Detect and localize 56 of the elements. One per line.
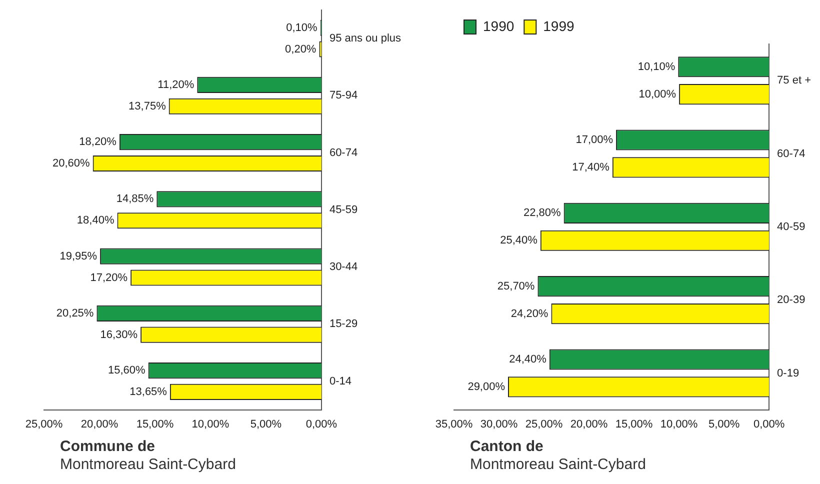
x-tick-label: 10,00% [192,418,230,430]
y-tick-label: 60-74 [329,146,358,159]
data-label: 19,95% [60,250,98,262]
y-tick-label: 15-29 [329,318,358,330]
x-tick-label: 5,00% [250,418,282,430]
legend-label: 1999 [543,18,575,34]
data-label: 17,00% [576,134,614,146]
x-tick-label: 25,00% [25,418,63,430]
data-label: 20,25% [56,307,94,320]
data-label: 15,60% [108,364,146,377]
data-label: 11,20% [158,78,194,91]
y-tick-label: 75-94 [329,90,358,102]
data-label: 25,70% [497,280,535,292]
y-tick-label: 0-19 [777,367,800,380]
x-tick-label: 15,00% [615,418,653,430]
data-label: 18,20% [79,136,117,148]
y-tick-label: 75 et + [777,74,812,87]
data-label: 24,40% [509,354,547,366]
data-label: 25,40% [500,234,538,247]
x-tick-label: 5,00% [708,418,740,430]
data-label: 18,40% [76,214,114,227]
data-label: 20,60% [52,158,90,170]
x-tick-label: 30,00% [480,418,518,430]
y-tick-label: 95 ans ou plus [329,32,402,45]
x-tick-label: 0,00% [753,418,785,430]
data-label: 10,00% [638,88,676,100]
data-label: 0,20% [285,43,316,56]
data-label: 24,20% [510,308,548,320]
text: Montmoreau Saint-Cybard [60,456,236,473]
x-tick-label: 20,00% [80,418,118,430]
y-tick-label: 60-74 [777,148,806,160]
x-tick-label: 10,00% [660,418,698,430]
x-tick-label: 25,00% [525,418,563,430]
data-label: 13,75% [128,100,166,112]
data-label: 0,10% [286,22,318,34]
text: Montmoreau Saint-Cybard [470,456,646,473]
data-label: 14,85% [116,193,154,206]
y-tick-label: 45-59 [329,204,358,216]
y-tick-label: 40-59 [777,220,806,233]
data-label: 22,80% [524,207,562,220]
data-label: 13,65% [130,386,168,398]
data-label: 16,30% [100,328,138,341]
data-label: 17,40% [572,161,610,174]
y-tick-label: 30-44 [329,261,358,274]
text: Canton de [470,438,544,456]
text: Commune de [60,438,156,456]
data-label: 17,20% [90,272,128,284]
x-tick-label: 0,00% [306,418,338,430]
legend-label: 1990 [483,18,514,34]
x-tick-label: 35,00% [435,418,473,430]
y-tick-label: 0-14 [329,375,352,388]
x-tick-label: 15,00% [136,418,174,430]
data-label: 29,00% [468,380,506,393]
data-label: 10,10% [638,60,676,73]
x-tick-label: 20,00% [570,418,608,430]
y-tick-label: 20-39 [777,294,806,306]
